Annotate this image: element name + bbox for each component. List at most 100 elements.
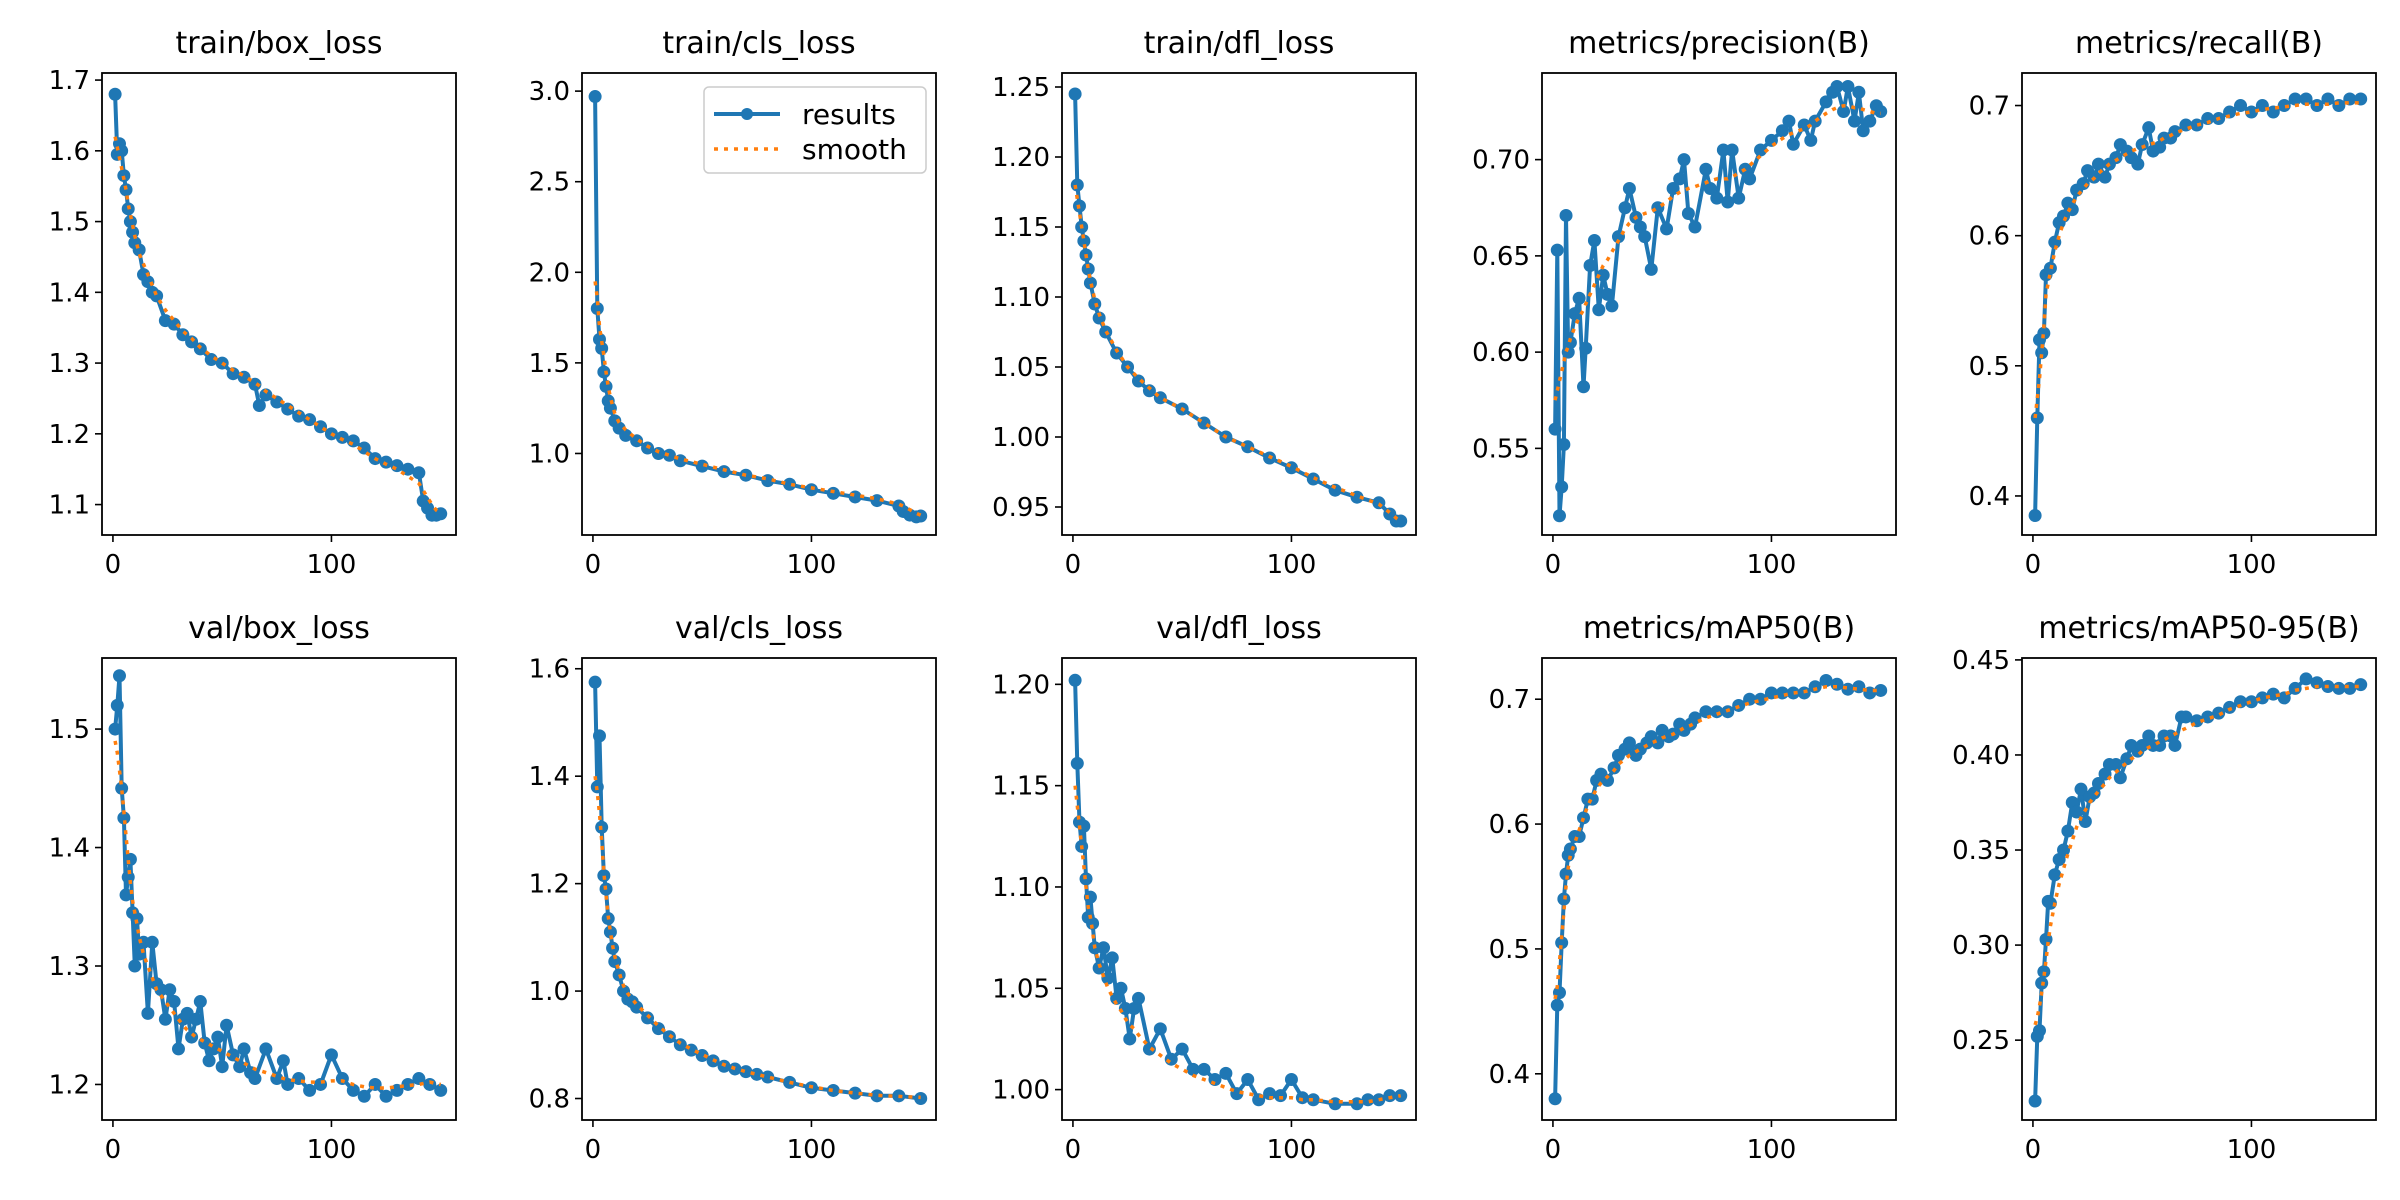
results-line <box>1553 678 1882 1099</box>
results-point <box>167 995 181 1009</box>
results-point <box>750 1067 764 1081</box>
results-point <box>2076 177 2090 191</box>
results-point <box>167 317 181 331</box>
results-point <box>1786 137 1800 151</box>
results-point <box>335 430 349 444</box>
results-point <box>346 1083 360 1097</box>
subplot-title: metrics/mAP50-95(B) <box>2038 611 2359 646</box>
x-tick-label: 100 <box>2227 550 2277 580</box>
results-point <box>1703 182 1717 195</box>
results-point <box>2234 99 2248 113</box>
smooth-line <box>1553 103 1881 401</box>
results-point <box>673 1038 687 1052</box>
results-point <box>1548 1092 1562 1106</box>
smooth-line <box>2033 101 2361 419</box>
results-point <box>1651 736 1665 750</box>
legend-box <box>703 86 927 174</box>
results-point <box>2201 710 2215 724</box>
plot-frame <box>581 657 937 1121</box>
subplot-title: train/dfl_loss <box>1144 26 1335 61</box>
subplot-train-box-loss: train/box_loss 1.1 1.2 1.3 1.4 1.5 1.6 1.7 0 100 <box>49 26 457 580</box>
results-point <box>2288 681 2302 695</box>
results-point <box>2028 1094 2042 1108</box>
results-point <box>1127 1002 1141 1016</box>
results-point <box>303 1083 317 1097</box>
results-point <box>1186 1062 1200 1076</box>
y-tick-label: 0.65 <box>1472 242 1530 272</box>
results-point <box>1081 262 1095 276</box>
results-point <box>1673 172 1687 186</box>
results-point <box>357 441 371 455</box>
results-point <box>2037 326 2051 340</box>
results-point <box>1863 114 1877 128</box>
results-point <box>1284 1072 1298 1086</box>
results-point <box>695 1049 709 1063</box>
results-point <box>248 1072 262 1086</box>
results-point <box>2223 700 2237 714</box>
subplot-title: val/box_loss <box>188 611 370 646</box>
results-point <box>2299 92 2313 106</box>
results-point <box>1688 220 1702 234</box>
y-tick-label: 0.45 <box>1952 646 2010 676</box>
results-point <box>1559 208 1573 222</box>
results-point <box>1841 79 1855 93</box>
results-point <box>2113 771 2127 785</box>
plot-frame <box>101 657 457 1121</box>
plot-frame <box>2021 72 2377 536</box>
results-point <box>2135 738 2149 752</box>
results-point <box>1241 1072 1255 1086</box>
results-point <box>870 1089 884 1103</box>
results-point <box>434 507 448 521</box>
results-point <box>1732 191 1746 205</box>
results-point <box>1830 79 1844 93</box>
results-point <box>141 1006 155 1020</box>
results-point <box>826 1083 840 1097</box>
results-point <box>1622 736 1636 750</box>
subplot-title: train/cls_loss <box>662 26 855 61</box>
results-point <box>1068 87 1082 101</box>
subplot-metrics-map50-b-: metrics/mAP50(B) 0.4 0.5 0.6 0.7 0 100 <box>1489 611 1897 1165</box>
results-point <box>1804 133 1818 147</box>
subplot-title: val/dfl_loss <box>1156 611 1321 646</box>
results-point <box>1070 178 1084 192</box>
x-tick-label: 100 <box>1747 1135 1797 1165</box>
results-point <box>2142 121 2156 135</box>
results-line <box>113 94 442 518</box>
results-point <box>1660 222 1674 236</box>
results-point <box>641 1011 655 1025</box>
results-point <box>202 1054 216 1068</box>
results-point <box>1092 311 1106 325</box>
y-tick-label: 1.0 <box>529 977 570 1007</box>
results-point <box>630 1000 644 1014</box>
results-point <box>1725 143 1739 157</box>
results-point <box>276 1054 290 1068</box>
subplot-train-cls-loss: train/cls_loss 1.0 1.5 2.0 2.5 3.0 0 100 results… <box>529 26 937 580</box>
results-point <box>1710 705 1724 719</box>
y-tick-label: 1.15 <box>992 213 1050 243</box>
results-point <box>1587 233 1601 247</box>
subplot-metrics-recall-b-: metrics/recall(B) 0.4 0.5 0.6 0.7 0 100 <box>1969 26 2377 580</box>
results-point <box>2244 695 2258 709</box>
results-point <box>1555 936 1569 950</box>
plot-frame <box>581 72 937 536</box>
results-point <box>914 509 928 523</box>
results-point <box>662 448 676 462</box>
results-point <box>2131 157 2145 171</box>
y-tick-label: 1.05 <box>992 353 1050 383</box>
x-tick-label: 0 <box>2025 550 2042 580</box>
y-tick-label: 1.0 <box>529 439 570 469</box>
results-point <box>163 983 177 997</box>
results-point <box>1077 819 1091 833</box>
smooth-line <box>1073 184 1402 523</box>
y-tick-label: 0.7 <box>1969 92 2010 122</box>
legend-smooth-label: smooth <box>802 133 907 166</box>
y-tick-label: 1.4 <box>49 834 90 864</box>
y-tick-label: 0.4 <box>1969 482 2010 512</box>
results-point <box>1852 85 1866 99</box>
results-point <box>2043 896 2057 910</box>
results-point <box>314 1077 328 1091</box>
results-point <box>1677 153 1691 167</box>
results-point <box>1743 172 1757 186</box>
results-point <box>401 1077 415 1091</box>
results-point <box>119 888 133 902</box>
